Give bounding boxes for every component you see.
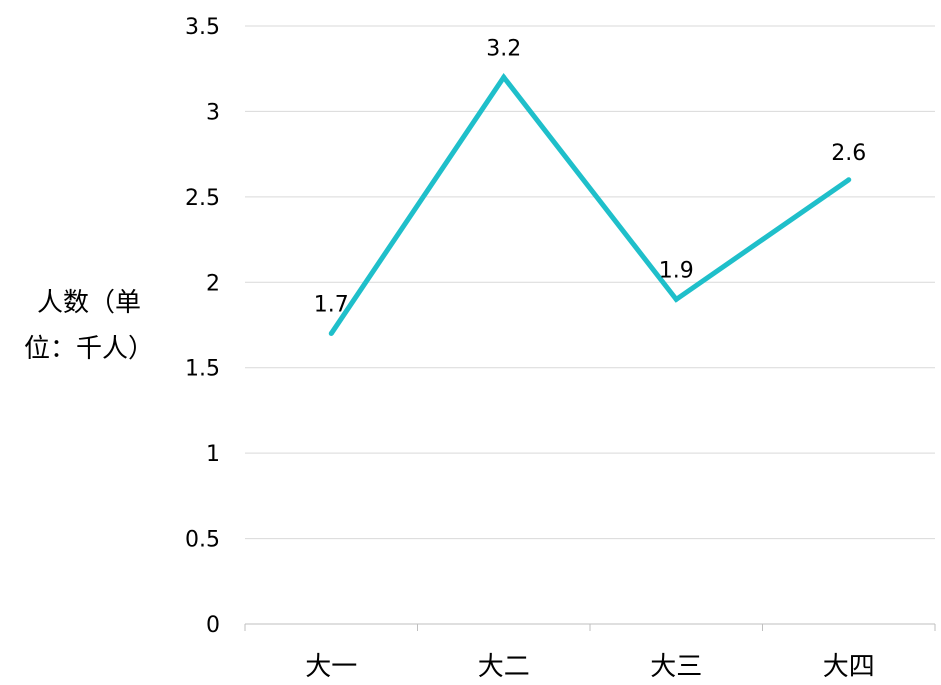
data-label: 1.7 [314,293,349,318]
data-point [328,331,334,337]
data-label: 2.6 [831,141,866,166]
data-point [501,74,507,80]
y-tick-label: 1.5 [185,357,220,382]
y-tick-label: 0.5 [185,528,220,553]
x-tick-label: 大二 [478,652,530,682]
y-tick-label: 0 [206,613,220,638]
x-tick-label: 大三 [650,652,702,682]
y-axis-label: 人数（单 位：千人） [14,280,164,372]
data-point [846,177,852,183]
y-axis-label-line-1: 人数（单 [36,288,141,318]
y-tick-label: 3.5 [185,15,220,40]
x-tick-label: 大一 [305,652,357,682]
y-tick-label: 2 [206,271,220,296]
y-tick-label: 3 [206,100,220,125]
data-point [673,296,679,302]
data-label: 1.9 [659,258,694,283]
series-line [329,72,851,335]
y-axis-label-line-2: 位：千人） [23,334,154,364]
x-tick-label: 大四 [823,652,875,682]
y-tick-label: 2.5 [185,186,220,211]
y-tick-label: 1 [206,442,220,467]
data-label: 3.2 [486,36,521,61]
